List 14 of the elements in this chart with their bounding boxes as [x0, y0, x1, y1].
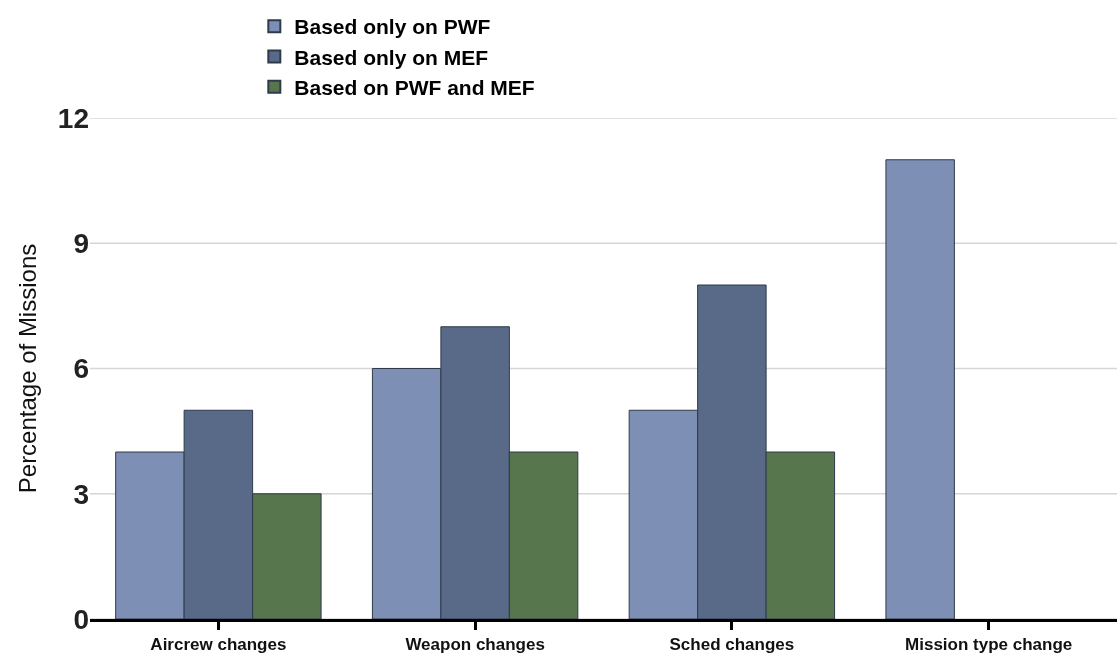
y-tick-label: 0: [73, 603, 89, 635]
x-tick-label: Mission type change: [905, 635, 1073, 655]
x-tick-label: Weapon changes: [405, 635, 545, 655]
y-axis-title: Percentage of Missions: [13, 243, 41, 494]
y-tick-label: 9: [73, 228, 89, 260]
bar: [885, 159, 955, 619]
y-tick-label: 12: [57, 102, 89, 134]
x-tick-label: Aircrew changes: [150, 635, 287, 655]
legend-label: Based on PWF and MEF: [294, 75, 535, 99]
x-tick-label: Sched changes: [669, 635, 795, 655]
legend-label: Based only on PWF: [294, 15, 491, 39]
y-tick-label: 6: [73, 353, 89, 385]
y-tick-label: 3: [73, 478, 89, 510]
legend-label: Based only on MEF: [294, 45, 489, 69]
